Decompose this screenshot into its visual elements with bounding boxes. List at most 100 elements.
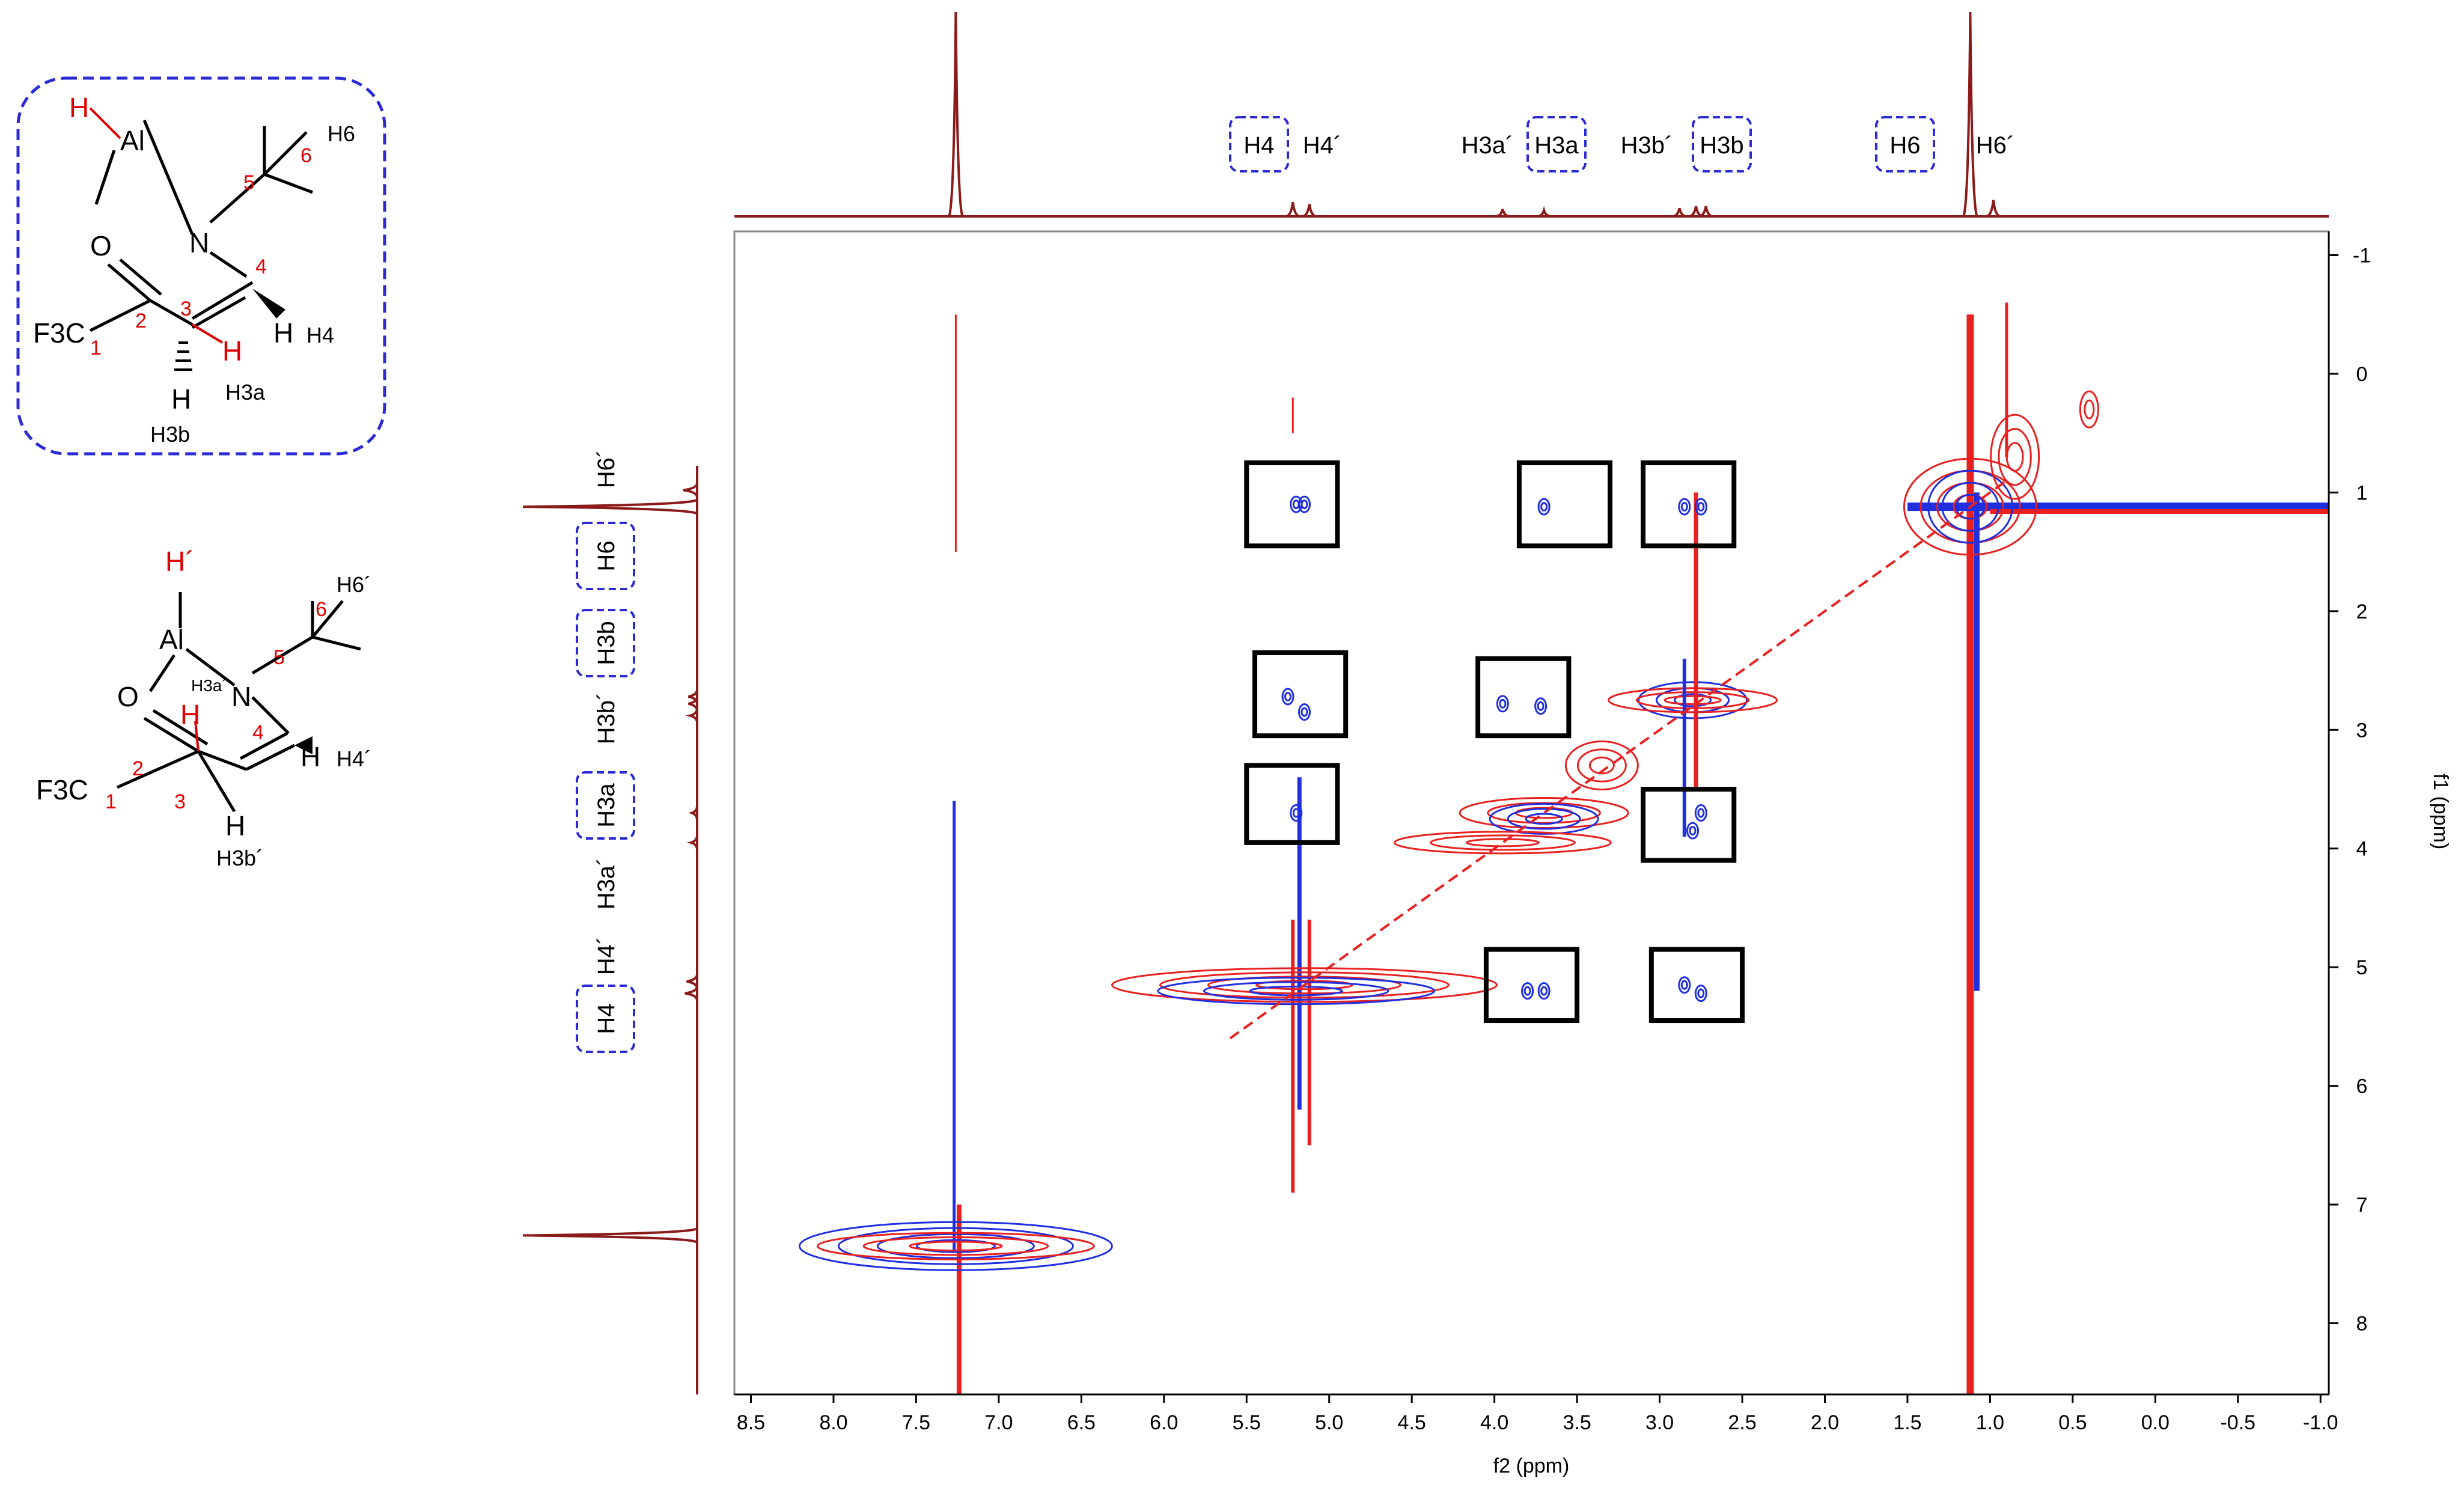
highlight-box-6 [1641, 787, 1737, 863]
cross-peak-8-74 [1537, 701, 1545, 711]
highlight-box-0 [1244, 460, 1340, 549]
h3aprime-red-53 [1429, 834, 1576, 851]
top-label-box-3 [1526, 116, 1587, 173]
y-tick-label-9: 8 [2356, 1313, 2368, 1336]
top-label-3: H3a [1534, 132, 1579, 159]
h3a-blue-51 [1489, 802, 1599, 835]
top-label-5: H3b [1700, 132, 1743, 159]
chcl3-red-9 [816, 1232, 1095, 1260]
x-tick-label-6: 5.5 [1233, 1411, 1261, 1434]
cross-peak-12-83 [1521, 982, 1534, 1000]
cross-peak-10-78 [1689, 826, 1697, 836]
num-3-2: 3 [174, 790, 186, 813]
h4-diag-red-17 [1111, 967, 1498, 1003]
left-label-4: H3a [593, 783, 620, 828]
highlight-box-5 [1244, 763, 1340, 845]
h6prime-red-35 [1990, 414, 2040, 500]
x-tick-label-5: 6.0 [1150, 1411, 1178, 1434]
highlight-box-2 [1641, 460, 1737, 549]
cross-peak-14-87 [1678, 976, 1691, 994]
structure-2: H´ Al O N F3C H H H 1 2 3 4 5 6 H6´ H4´ … [36, 546, 371, 870]
left-label-3: H3b´ [593, 692, 620, 745]
cross-peak-13-84 [1540, 986, 1548, 996]
structure-1-frame [16, 76, 386, 456]
cross-peak-3-65 [1678, 498, 1691, 516]
h6prime-red-34 [1998, 427, 2032, 486]
h6-diag-blue-31 [1927, 469, 2013, 544]
h3b-red-42 [1635, 691, 1750, 709]
h4-diag-red-16 [1159, 971, 1450, 999]
atom-al: Al [120, 125, 145, 156]
cross-peak-5-68 [1284, 692, 1291, 701]
atom-o-2: O [117, 681, 139, 712]
left-label-2: H3b [593, 621, 620, 665]
left-peak-4 [688, 805, 698, 820]
cross-peak-1-60 [1301, 499, 1308, 510]
top-peak-5 [1672, 207, 1687, 218]
top-peak-2 [1302, 204, 1317, 218]
h4-diag-red-14 [1255, 980, 1353, 991]
chcl3-blue-3 [915, 1239, 996, 1253]
diag-33-57 [1564, 740, 1639, 791]
atom-h4-prime: H [300, 741, 320, 772]
label-h3b-prime: H3b´ [216, 846, 263, 870]
atom-al-2: Al [159, 624, 184, 655]
left-peak-7 [688, 689, 698, 704]
top-label-box-0 [1229, 116, 1289, 173]
y-tick-label-5: 4 [2356, 838, 2368, 861]
label-h3a-prime: H3a´ [191, 676, 228, 695]
diagonal [1229, 480, 2008, 1040]
y-tick-label-8: 7 [2356, 1194, 2368, 1217]
y-tick-label-3: 2 [2356, 600, 2368, 623]
y-tick-label-1: 0 [2356, 363, 2368, 386]
x-tick-label-14: 1.5 [1893, 1411, 1921, 1434]
x-tick-label-11: 3.0 [1645, 1411, 1674, 1434]
atom-o: O [90, 230, 112, 261]
x-tick-label-1: 8.0 [819, 1411, 847, 1434]
cross-peak-10-79 [1686, 822, 1700, 840]
top-label-box-6 [1875, 116, 1935, 173]
left-peak-labels: H6´ H6 H3b H3b´ H3a H3a´ H4´ H4 [576, 450, 635, 1053]
top-peak-0 [947, 11, 965, 218]
atom-h3b: H [171, 383, 191, 415]
cross-peak-4-66 [1697, 502, 1705, 512]
cross-peak-13-85 [1537, 982, 1551, 1000]
left-peak-9 [683, 483, 698, 498]
left-peak-5 [685, 708, 698, 723]
h6prime-red-33 [2005, 442, 2024, 472]
y-axis-label: f1 (ppm) [2429, 774, 2452, 850]
h4-diag-blue-18 [1249, 985, 1343, 997]
x-tick-label-19: -1.0 [2303, 1411, 2338, 1434]
atom-h-prime-red: H´ [165, 546, 195, 577]
cross-peak-9-76 [1292, 808, 1300, 818]
num-6: 6 [300, 144, 312, 167]
top-peak-1 [1285, 201, 1301, 218]
num-4-2: 4 [252, 721, 264, 744]
cross-peak-0-58 [1292, 499, 1300, 510]
atom-h3a-prime-red: H [180, 699, 200, 730]
plot-frame [733, 230, 2330, 1396]
label-h4-prime: H4´ [337, 747, 371, 771]
cross-peak-11-81 [1694, 804, 1707, 822]
atom-h-red: H [69, 92, 89, 123]
y-tick-label-6: 5 [2356, 956, 2368, 979]
chcl3-red-7 [909, 1241, 1003, 1252]
left-label-6: H4´ [593, 936, 620, 975]
left-peak-2 [686, 974, 698, 989]
left-label-1: H6 [593, 540, 620, 571]
h6-diag-blue-29 [1955, 493, 1986, 520]
structure-1: H Al O N F3C H H H 1 2 3 4 5 6 H6 H4 H3a… [16, 76, 386, 456]
x-tick-label-2: 7.5 [902, 1411, 930, 1434]
num-5: 5 [243, 171, 255, 194]
left-peak-1 [685, 986, 698, 1001]
cross-peak-6-71 [1298, 703, 1311, 721]
x-tick-label-12: 2.5 [1728, 1411, 1756, 1434]
num-5-2: 5 [273, 646, 285, 669]
cross-peak-15-88 [1697, 988, 1705, 998]
h6-diag-blue-30 [1941, 481, 1999, 532]
x-tick-label-7: 5.0 [1315, 1411, 1343, 1434]
cross-peak-5-69 [1281, 688, 1295, 706]
y-axis: -1 0 1 2 3 4 5 6 7 8 [2328, 231, 2371, 1394]
